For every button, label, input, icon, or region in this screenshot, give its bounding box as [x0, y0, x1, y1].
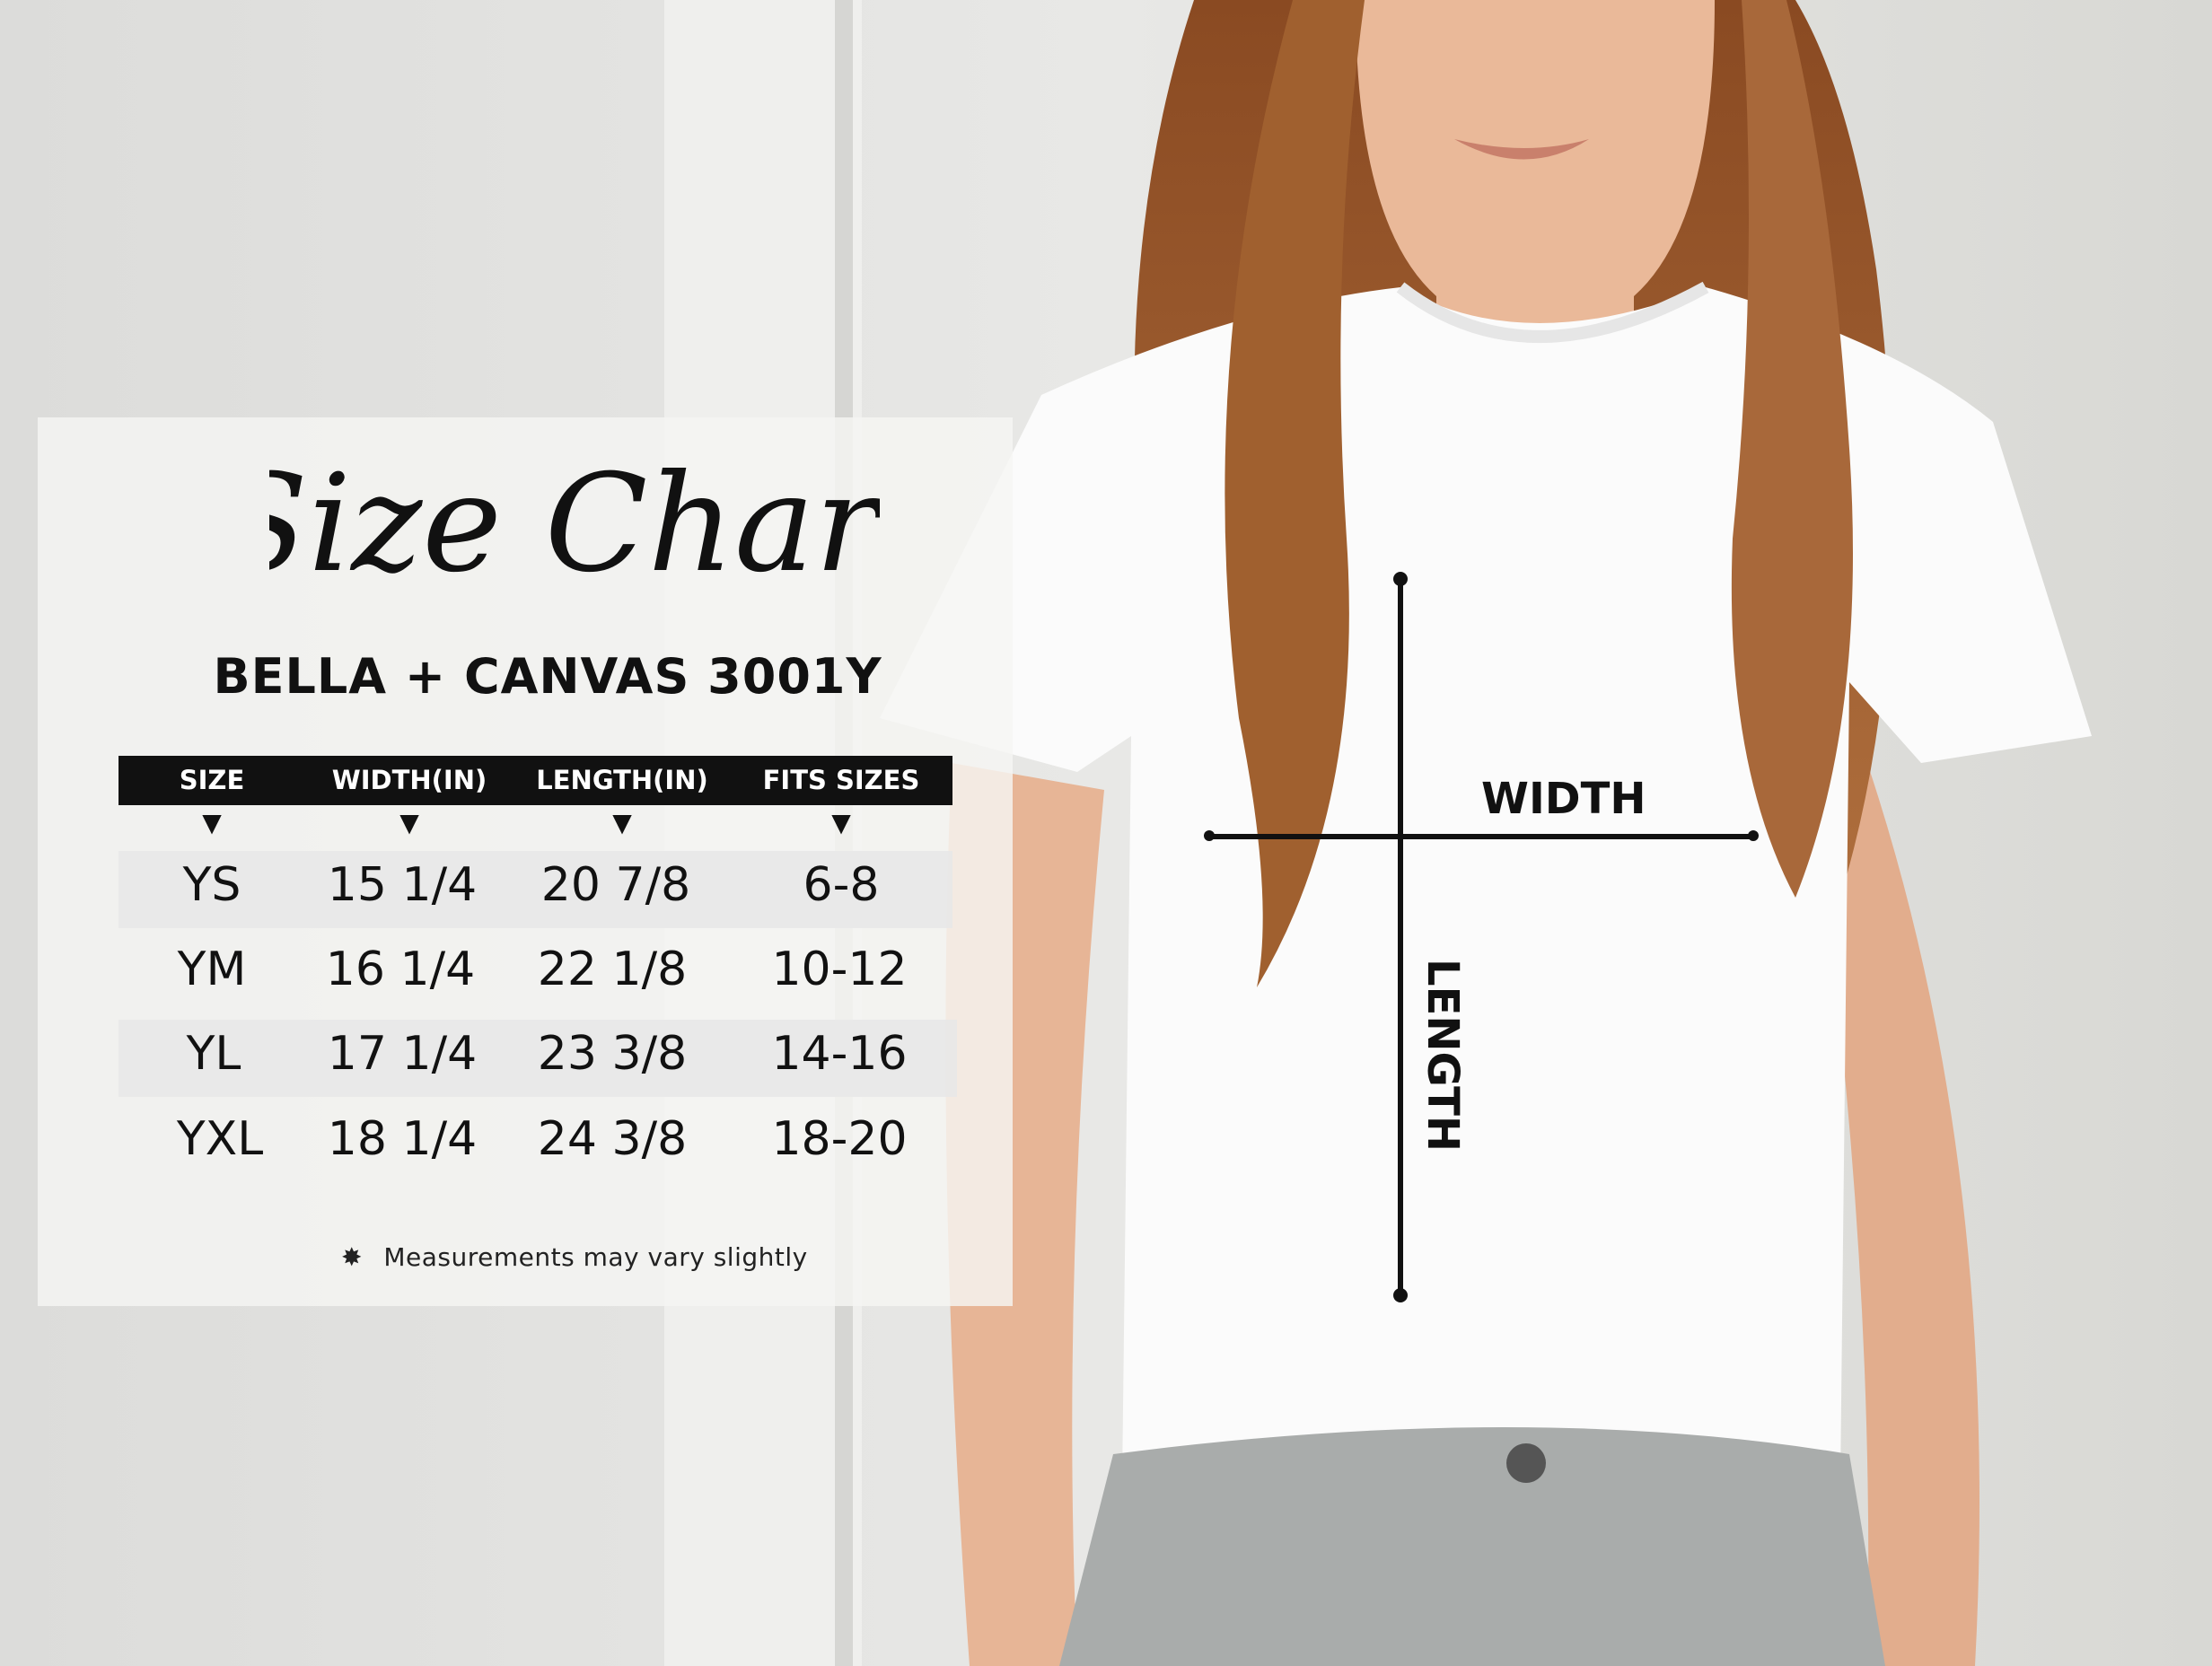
row-band	[118, 1020, 957, 1097]
down-arrow-icon: ▼	[612, 808, 632, 837]
down-arrow-icon: ▼	[399, 808, 419, 837]
length-label: LENGTH	[1418, 959, 1468, 1153]
size-chart-script-title: Size Chart	[269, 446, 880, 602]
row-band	[118, 851, 952, 928]
cell-size: YS	[182, 858, 241, 912]
header-size: SIZE	[179, 765, 245, 795]
cell-width: 15 1/4	[327, 858, 478, 912]
down-arrow-icon: ▼	[202, 808, 222, 837]
line-endpoint	[1393, 572, 1408, 586]
cell-length: 24 3/8	[537, 1112, 688, 1166]
cell-length: 23 3/8	[537, 1027, 688, 1081]
cell-width: 16 1/4	[325, 943, 476, 996]
width-label: WIDTH	[1481, 774, 1646, 824]
line-endpoint	[1393, 1288, 1408, 1302]
cell-fits: 10-12	[771, 943, 908, 996]
asterisk-icon: ✸	[341, 1242, 363, 1272]
cell-fits: 6-8	[803, 858, 880, 912]
cell-length: 20 7/8	[540, 858, 691, 912]
cell-length: 22 1/8	[537, 943, 688, 996]
length-line	[1398, 578, 1403, 1295]
cell-size: YL	[186, 1027, 241, 1081]
cell-width: 17 1/4	[327, 1027, 478, 1081]
cell-size: YXL	[176, 1112, 264, 1166]
width-line	[1209, 834, 1753, 839]
table-header: SIZE WIDTH(IN) LENGTH(IN) FITS SIZES	[118, 756, 952, 805]
cell-width: 18 1/4	[327, 1112, 478, 1166]
line-endpoint	[1204, 830, 1215, 841]
header-width: WIDTH(IN)	[331, 765, 487, 795]
cell-fits: 14-16	[771, 1027, 908, 1081]
down-arrow-icon: ▼	[831, 808, 851, 837]
line-endpoint	[1748, 830, 1759, 841]
header-fits-sizes: FITS SIZES	[762, 765, 920, 795]
note-text: Measurements may vary slightly	[383, 1242, 808, 1272]
cell-size: YM	[177, 943, 247, 996]
measurement-note: ✸ Measurements may vary slightly	[341, 1242, 808, 1272]
svg-text:Size Chart: Size Chart	[269, 446, 880, 602]
header-length: LENGTH(IN)	[536, 765, 708, 795]
cell-fits: 18-20	[771, 1112, 908, 1166]
product-subtitle: BELLA + CANVAS 3001Y	[213, 648, 882, 705]
